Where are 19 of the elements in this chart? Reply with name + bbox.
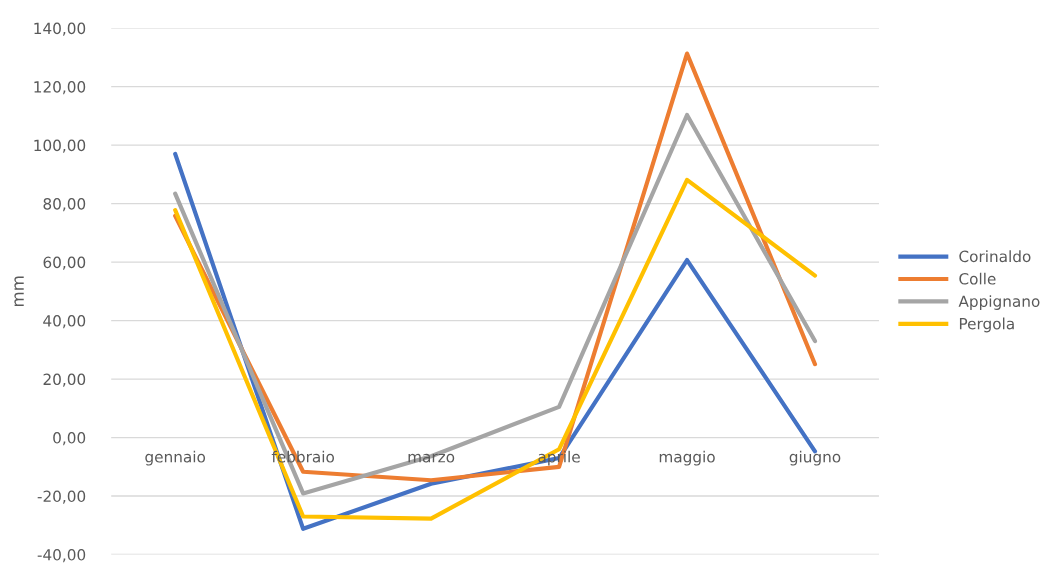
x-tick-label: maggio xyxy=(659,450,715,466)
x-tick-label: gennaio xyxy=(145,450,206,466)
y-tick-label: 40,00 xyxy=(43,315,86,329)
y-tick-label: 100,00 xyxy=(34,139,86,153)
x-tick-label: marzo xyxy=(408,453,455,463)
y-tick-label: 80,00 xyxy=(43,198,86,212)
y-tick-label: 60,00 xyxy=(43,256,86,270)
y-axis-title: mm xyxy=(14,276,24,307)
legend-label: Appignano xyxy=(958,295,1040,310)
legend-label: Colle xyxy=(959,272,996,285)
x-tick-label: giugno xyxy=(789,450,841,466)
y-tick-label: 120,00 xyxy=(34,81,86,95)
y-tick-label: 20,00 xyxy=(43,373,86,387)
y-tick-label: 140,00 xyxy=(34,22,86,36)
legend-label: Pergola xyxy=(959,317,1014,333)
y-tick-label: -20,00 xyxy=(37,490,86,504)
y-tick-label: -40,00 xyxy=(37,549,86,563)
legend-label: Corinaldo xyxy=(959,250,1031,263)
y-tick-label: 0,00 xyxy=(53,432,86,446)
